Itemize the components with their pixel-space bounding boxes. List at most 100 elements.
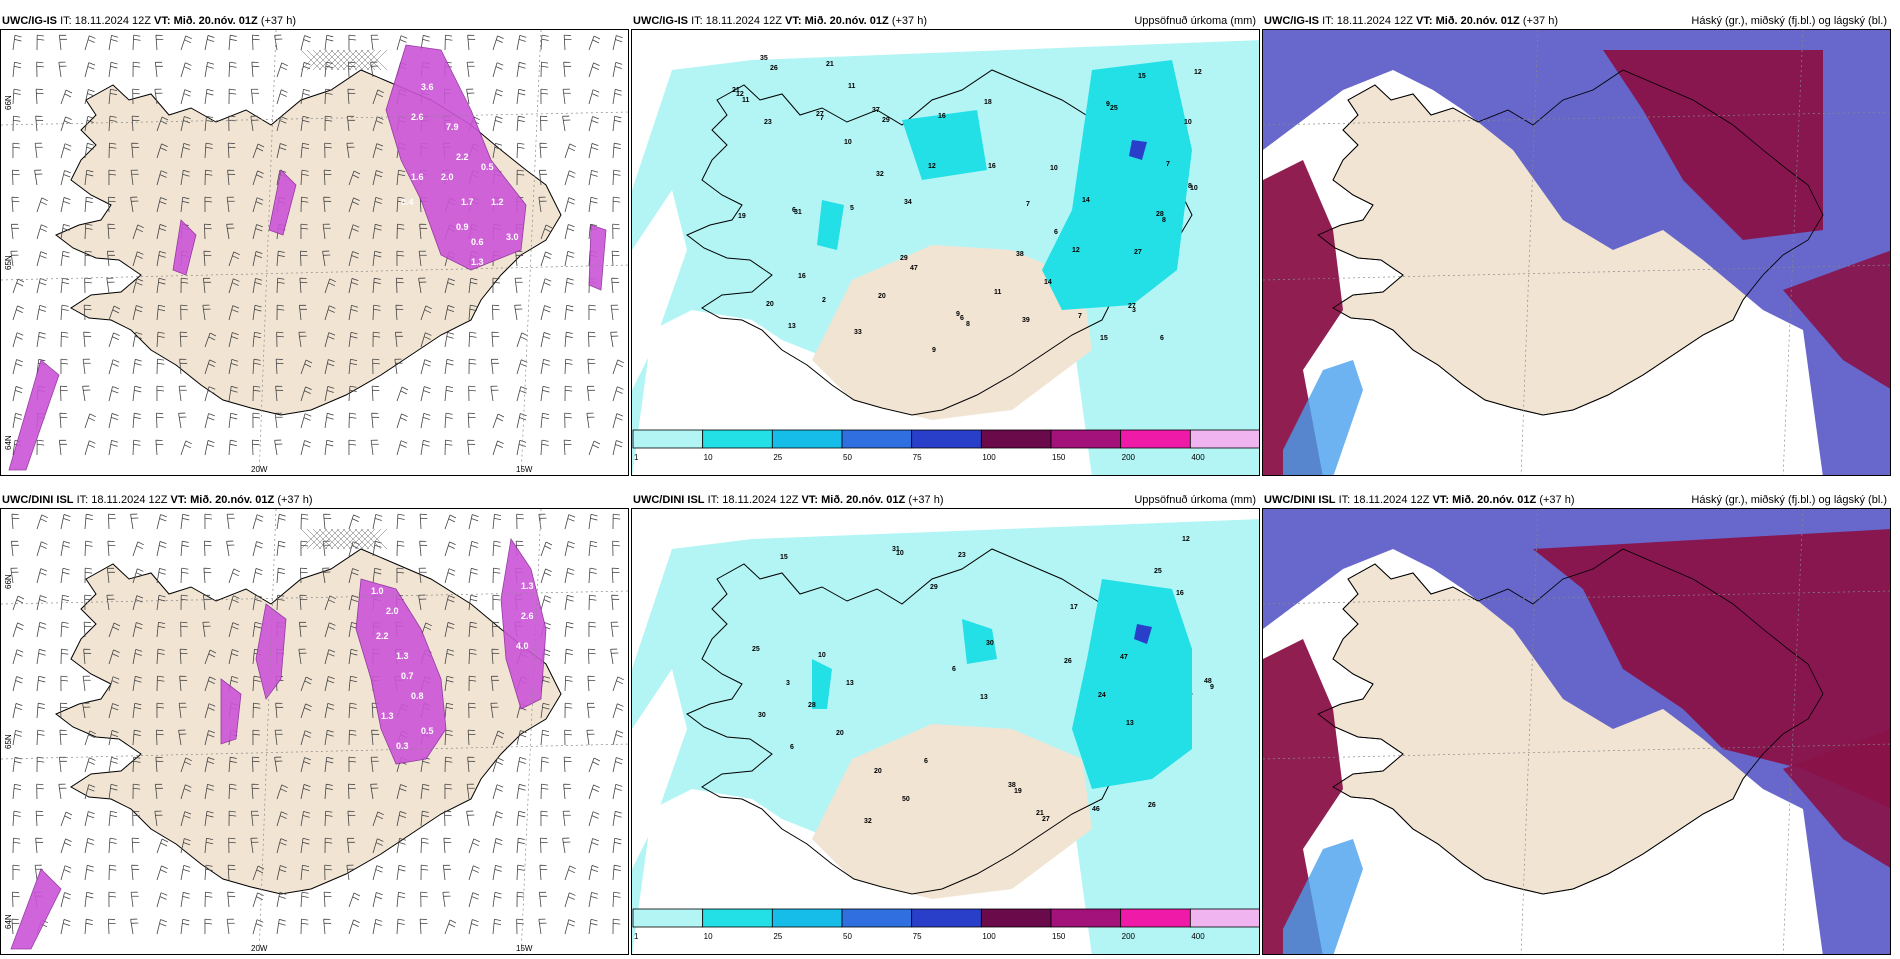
precip-value: 27 [816,111,824,118]
precip-value: 7 [1078,313,1082,320]
colorbar-segment [632,429,704,449]
precip-core [817,200,844,250]
precip-value: 10 [1184,119,1192,126]
precip-value: 9 [1106,101,1110,108]
colorbar-tick: 10 [704,453,713,462]
precip-value: 12 [736,91,744,98]
map-precip[interactable]: 10 6 6 10 6 13 13 20 38 50 21 29 26 23 46 30 47 19 26 27 16 1… [631,508,1260,955]
precip-value: 7 [1166,161,1170,168]
precip-value: 14 [1044,279,1052,286]
snow-value: 0.6 [471,237,484,247]
coastline [1317,69,1824,416]
precip-value: 8 [966,321,970,328]
precip-core [1072,579,1192,789]
snow-area [588,224,607,291]
panel-wind-snow-top: UWC/IG-IS IT: 18.11.2024 12Z VT: Mið. 20… [0,14,629,480]
precip-core [962,619,997,664]
snow-value: 0.3 [396,741,409,751]
precip-value: 14 [1082,197,1090,204]
panel-clouds-top: UWC/IG-IS IT: 18.11.2024 12Z VT: Mið. 20… [1262,14,1891,480]
snow-area [385,44,527,271]
lat-label-65n: 65N [4,734,13,749]
precip-value: 25 [1154,568,1162,575]
precip-value: 31 [794,209,802,216]
precip-value: 47 [1120,654,1128,661]
precip-value: 5 [850,205,854,212]
precip-value: 13 [980,694,988,701]
precip-value: 15 [1100,335,1108,342]
snow-value: 0.9 [456,222,469,232]
lon-label-20w: 20W [251,465,268,474]
map-clouds[interactable] [1262,29,1891,476]
snow-area [500,537,547,710]
panel-header: UWC/IG-IS IT: 18.11.2024 12Z VT: Mið. 20… [1264,15,1558,27]
precip-value: 23 [764,119,772,126]
precip-value: 13 [788,323,796,330]
lat-label-66n: 66N [4,574,13,589]
precip-value: 26 [770,65,778,72]
precip-value: 12 [1072,247,1080,254]
colorbar-segment [771,908,843,928]
precip-value: 47 [910,265,918,272]
coastline [686,69,1193,416]
precip-value: 7 [820,115,824,122]
precip-value: 18 [984,99,992,106]
colorbar-segment [980,429,1052,449]
precip-value: 27 [1042,816,1050,823]
snowfall-field: 1.02.0 2.2 1.3 0.7 0.8 1.3 0.5 0.3 1.3 2.6 4.0 [10,537,547,950]
colorbar-tick: 100 [982,453,996,462]
snow-value: 1.3 [381,711,394,721]
colorbar-tick: 200 [1122,453,1136,462]
precip-value: 25 [752,646,760,653]
precip-value: 12 [1194,69,1202,76]
map-clouds[interactable] [1262,508,1891,955]
precip-value: 38 [1008,782,1016,789]
panel-header: UWC/IG-IS IT: 18.11.2024 12Z VT: Mið. 20… [2,15,296,27]
precip-value: 48 [1204,678,1212,685]
lat-label-64n: 64N [4,435,13,450]
colorbar-segment [1189,908,1259,928]
panel-header: UWC/DINI ISL IT: 18.11.2024 12Z VT: Mið.… [2,494,313,506]
cloud-field [1263,509,1890,954]
precip-value: 20 [766,301,774,308]
cloud-field [1263,30,1890,475]
precip-value: 28 [808,702,816,709]
colorbar-tick: 100 [982,932,996,941]
colorbar-segment [702,908,773,928]
colorbar-segment [1189,429,1259,449]
snow-value: 1.3 [396,651,409,661]
precip-value: 16 [988,163,996,170]
snow-value: 0.7 [401,671,414,681]
precip-value: 6 [1160,335,1164,342]
colorbar-segment [771,429,843,449]
precip-value: 24 [1098,692,1106,699]
precip-core [812,659,832,709]
panel-clouds-bottom: UWC/DINI ISL IT: 18.11.2024 12Z VT: Mið.… [1262,493,1891,959]
lat-label-65n: 65N [4,255,13,270]
precip-value: 9 [1210,684,1214,691]
map-wind-snow[interactable]: 1.0 2.0 2.2 1.3 0.7 0.8 1.3 0.5 0.3 1.3 2.6 4.0 66N 6… [0,508,629,955]
snow-value: 1.3 [521,581,534,591]
snow-value: 0.4 [401,197,414,207]
precip-value: 8 [1188,183,1192,190]
lon-label-15w: 15W [516,944,533,953]
precip-value: 50 [902,796,910,803]
precipitation-field: 3766814122523156771211113226341692163316… [632,40,1259,475]
lon-label-20w: 20W [251,944,268,953]
precip-value: 30 [986,640,994,647]
precip-value: 15 [1138,73,1146,80]
precip-value: 6 [924,758,928,765]
precip-value: 29 [930,584,938,591]
precip-value: 10 [896,550,904,557]
coastline [1317,548,1824,895]
colorbar-tick: 25 [773,453,782,462]
colorbar-tick: 50 [843,932,852,941]
precip-value: 25 [1110,105,1118,112]
map-wind-snow[interactable]: 3.6 2.6 7.9 2.2 1.6 2.0 0.4 1.7 0.9 0.6 1.3 3.0 1.2 0… [0,29,629,476]
precip-value: 35 [760,55,768,62]
precip-value: 10 [818,652,826,659]
precip-core [902,110,987,180]
colorbar-segment [841,429,913,449]
panel-precip-bottom: UWC/DINI ISL IT: 18.11.2024 12Z VT: Mið.… [631,493,1260,959]
map-precip[interactable]: 3 7 6 6 8 14 12 25 23 15 6 7 7 12 11 11 32 26 34 16 9 21 6 33 16… [631,29,1260,476]
